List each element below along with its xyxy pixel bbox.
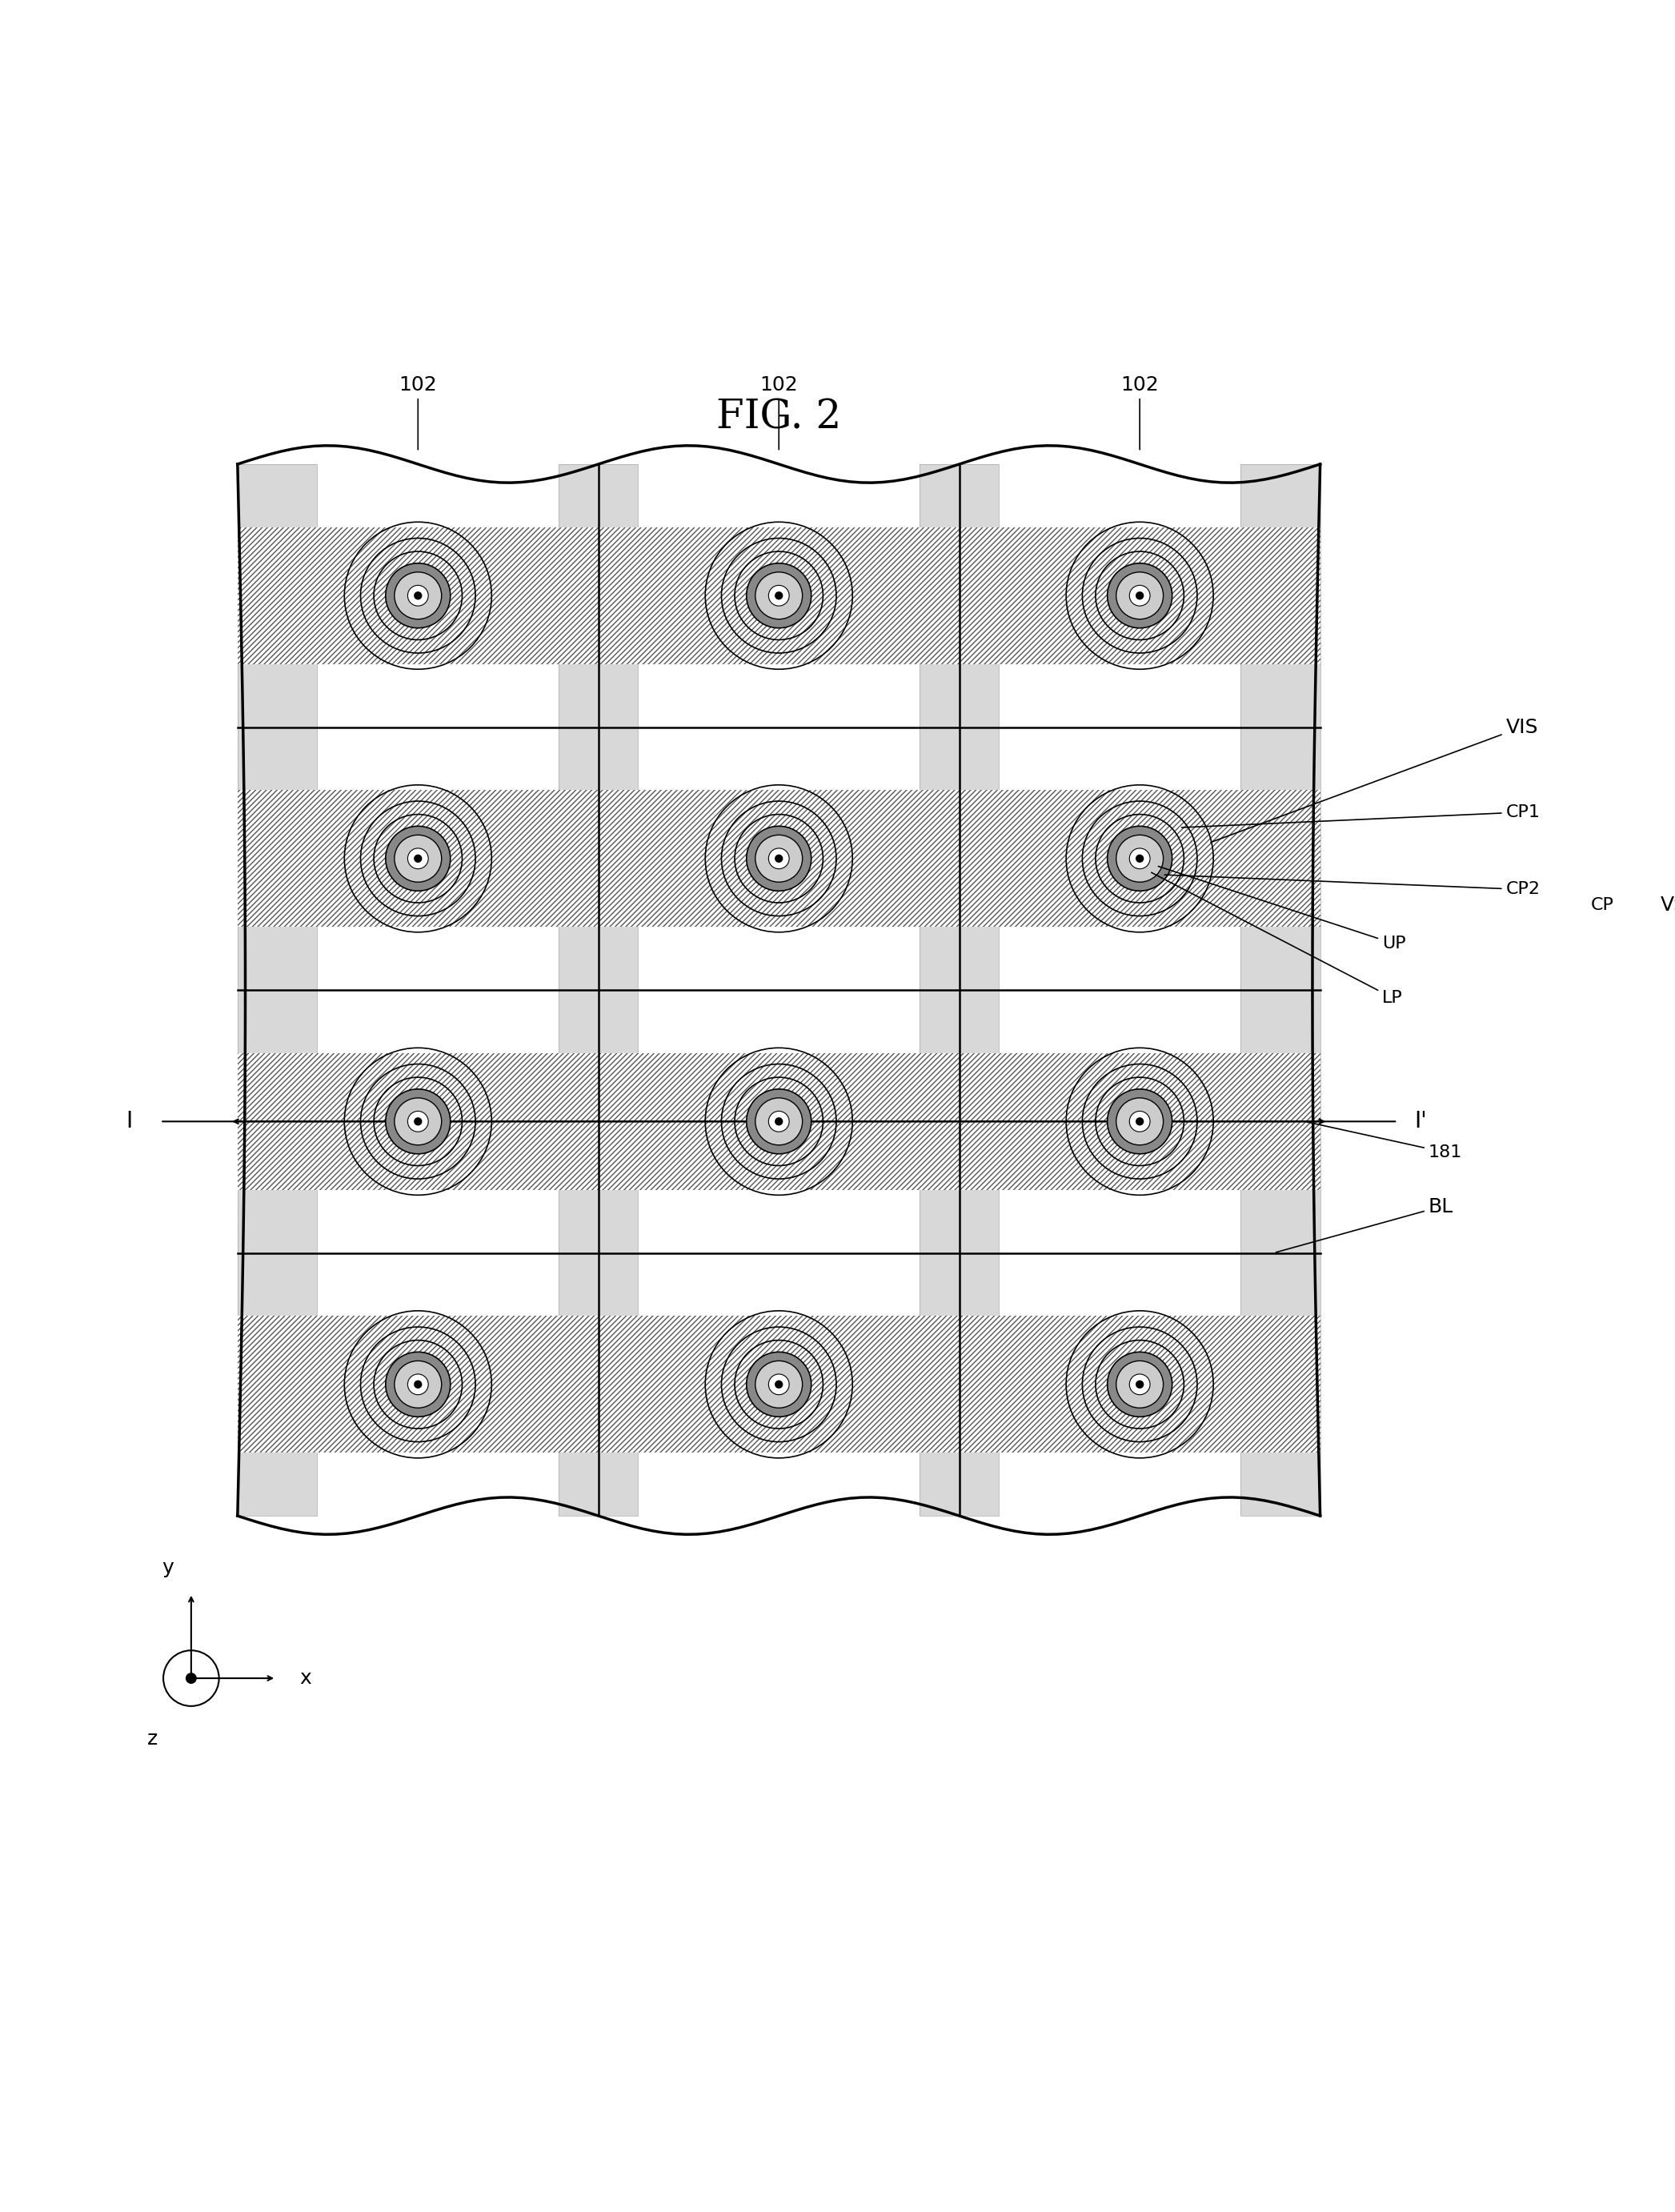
Bar	[1241, 465, 1320, 1515]
Circle shape	[769, 586, 789, 606]
Circle shape	[755, 573, 802, 619]
Circle shape	[776, 1117, 782, 1126]
Circle shape	[1136, 1117, 1144, 1126]
Circle shape	[1107, 564, 1172, 628]
Bar	[238, 526, 1320, 664]
Circle shape	[385, 825, 451, 891]
Circle shape	[394, 1097, 442, 1146]
Circle shape	[769, 1374, 789, 1396]
Circle shape	[1129, 586, 1151, 606]
Circle shape	[1116, 1360, 1164, 1409]
Circle shape	[776, 854, 782, 863]
Bar	[238, 465, 317, 1515]
Circle shape	[755, 834, 802, 883]
Circle shape	[1129, 1110, 1151, 1133]
Text: BL: BL	[1276, 1197, 1454, 1252]
Circle shape	[1116, 573, 1164, 619]
Circle shape	[1107, 825, 1172, 891]
Circle shape	[394, 834, 442, 883]
Text: I': I'	[1414, 1110, 1427, 1133]
Circle shape	[1136, 591, 1144, 599]
Circle shape	[769, 847, 789, 869]
Circle shape	[1116, 834, 1164, 883]
Circle shape	[1129, 847, 1151, 869]
Circle shape	[1116, 1097, 1164, 1146]
Circle shape	[747, 1352, 811, 1416]
Text: y: y	[162, 1559, 174, 1577]
Circle shape	[407, 586, 429, 606]
Text: CP2: CP2	[1164, 874, 1541, 898]
Bar	[238, 790, 1320, 927]
Circle shape	[394, 573, 442, 619]
Text: FIG. 2: FIG. 2	[717, 398, 841, 438]
Text: UP: UP	[1159, 867, 1405, 951]
Text: x: x	[300, 1668, 312, 1688]
Circle shape	[407, 1110, 429, 1133]
Circle shape	[1129, 1374, 1151, 1396]
Text: I: I	[126, 1110, 132, 1133]
Text: 102: 102	[760, 376, 797, 449]
Circle shape	[394, 1360, 442, 1409]
Circle shape	[776, 1380, 782, 1389]
Circle shape	[407, 847, 429, 869]
Text: LP: LP	[1151, 872, 1402, 1006]
Circle shape	[407, 1374, 429, 1396]
Text: z: z	[147, 1730, 157, 1747]
Circle shape	[414, 591, 422, 599]
Circle shape	[385, 1352, 451, 1416]
Bar	[238, 790, 1320, 927]
Bar	[238, 465, 317, 1515]
Circle shape	[1107, 1088, 1172, 1155]
Circle shape	[747, 825, 811, 891]
Bar	[920, 465, 998, 1515]
Bar	[238, 1316, 1320, 1453]
Bar	[238, 1316, 1320, 1453]
Text: CP1: CP1	[1181, 805, 1541, 827]
Circle shape	[776, 591, 782, 599]
Circle shape	[747, 564, 811, 628]
Circle shape	[1107, 1352, 1172, 1416]
Circle shape	[747, 1088, 811, 1155]
Circle shape	[1136, 1380, 1144, 1389]
Circle shape	[385, 1088, 451, 1155]
Circle shape	[1136, 854, 1144, 863]
Circle shape	[414, 854, 422, 863]
Bar	[238, 1053, 1320, 1190]
Bar	[1241, 465, 1320, 1515]
Circle shape	[385, 564, 451, 628]
Bar	[559, 465, 638, 1515]
Circle shape	[755, 1097, 802, 1146]
Circle shape	[769, 1110, 789, 1133]
Text: 181: 181	[1306, 1121, 1462, 1161]
Circle shape	[414, 1117, 422, 1126]
Circle shape	[755, 1360, 802, 1409]
Circle shape	[414, 1380, 422, 1389]
Text: VIS: VIS	[1211, 717, 1538, 843]
Text: 102: 102	[399, 376, 437, 449]
Bar	[920, 465, 998, 1515]
Bar	[238, 1053, 1320, 1190]
Text: 102: 102	[1121, 376, 1159, 449]
Text: VS: VS	[1660, 896, 1675, 914]
Circle shape	[186, 1672, 196, 1683]
Text: CP: CP	[1591, 896, 1615, 914]
Bar	[238, 526, 1320, 664]
Bar	[559, 465, 638, 1515]
